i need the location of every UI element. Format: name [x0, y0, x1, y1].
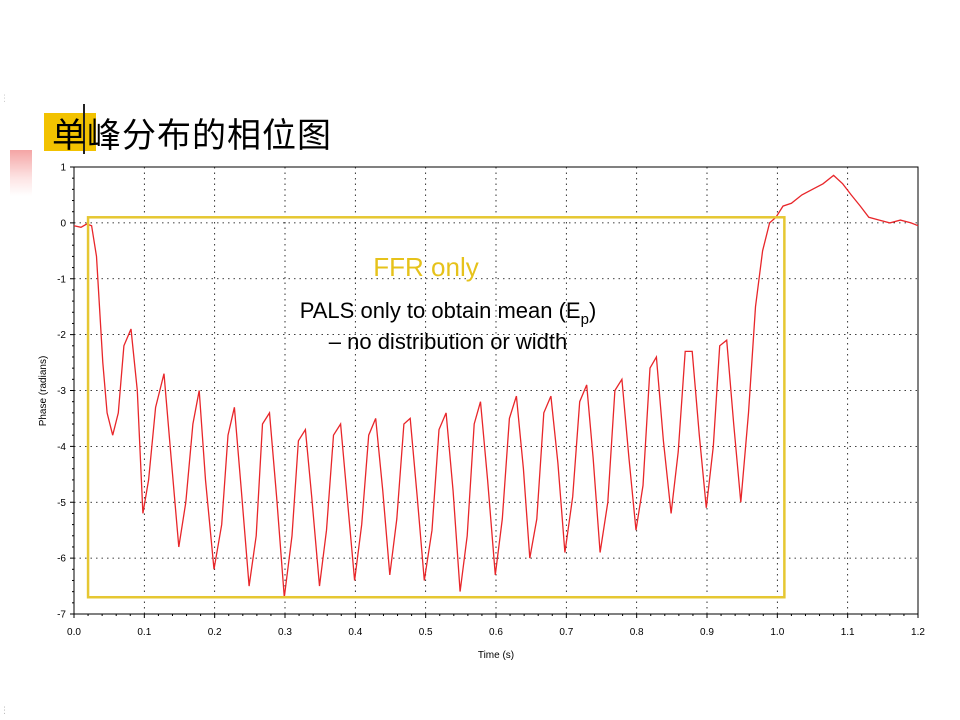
y-tick-label: -6 — [57, 554, 66, 565]
phase-trace-line — [73, 174, 919, 598]
pals-line-1-end: ) — [589, 298, 596, 323]
x-tick-label: 0.1 — [137, 627, 151, 638]
x-tick-label: 1.2 — [911, 627, 925, 638]
x-tick-label: 0.8 — [630, 627, 644, 638]
pals-line-1: PALS only to obtain mean (Ep) — [300, 298, 597, 328]
corner-mark: ⋮ — [0, 706, 9, 716]
x-tick-label: 1.0 — [770, 627, 784, 638]
x-tick-label: 0.2 — [208, 627, 222, 638]
chart-ticks — [70, 166, 919, 618]
decor-pink-bar — [10, 150, 32, 196]
y-tick-label: -4 — [57, 442, 66, 453]
title-accent-block — [44, 113, 96, 151]
x-axis-label: Time (s) — [478, 650, 514, 661]
y-tick-label: -5 — [57, 498, 66, 509]
y-tick-label: 1 — [60, 163, 66, 174]
pals-line-1-main: PALS only to obtain mean (E — [300, 298, 581, 323]
chart-grid — [74, 167, 918, 614]
x-tick-label: 0.9 — [700, 627, 714, 638]
x-tick-label: 0.4 — [348, 627, 362, 638]
x-tick-label: 0.5 — [419, 627, 433, 638]
pals-line-1-subscript: p — [581, 311, 589, 328]
slide-side-mark: ⋮ — [0, 94, 9, 104]
x-tick-label: 0.0 — [67, 627, 81, 638]
x-tick-label: 0.3 — [278, 627, 292, 638]
x-tick-label: 1.1 — [841, 627, 855, 638]
x-tick-label: 0.7 — [559, 627, 573, 638]
y-tick-label: -3 — [57, 386, 66, 397]
y-tick-label: 0 — [60, 218, 66, 229]
y-axis-label: Phase (radians) — [38, 356, 49, 427]
ffr-highlight-box — [86, 216, 786, 599]
x-tick-label: 0.6 — [489, 627, 503, 638]
pals-line-2: – no distribution or width — [329, 329, 567, 354]
chart-tick-labels: 0.0 0.1 0.2 0.3 0.4 0.5 0.6 0.7 0.8 0.9 1.0 1.1 1.2 1… — [57, 163, 925, 639]
slide-title: 单峰分布的相位图 — [52, 116, 332, 156]
y-tick-label: -7 — [57, 610, 66, 621]
ffr-only-label: FFR only — [373, 252, 478, 282]
title-accent-line — [83, 104, 85, 154]
y-tick-label: -2 — [57, 330, 66, 341]
y-tick-label: -1 — [57, 274, 66, 285]
